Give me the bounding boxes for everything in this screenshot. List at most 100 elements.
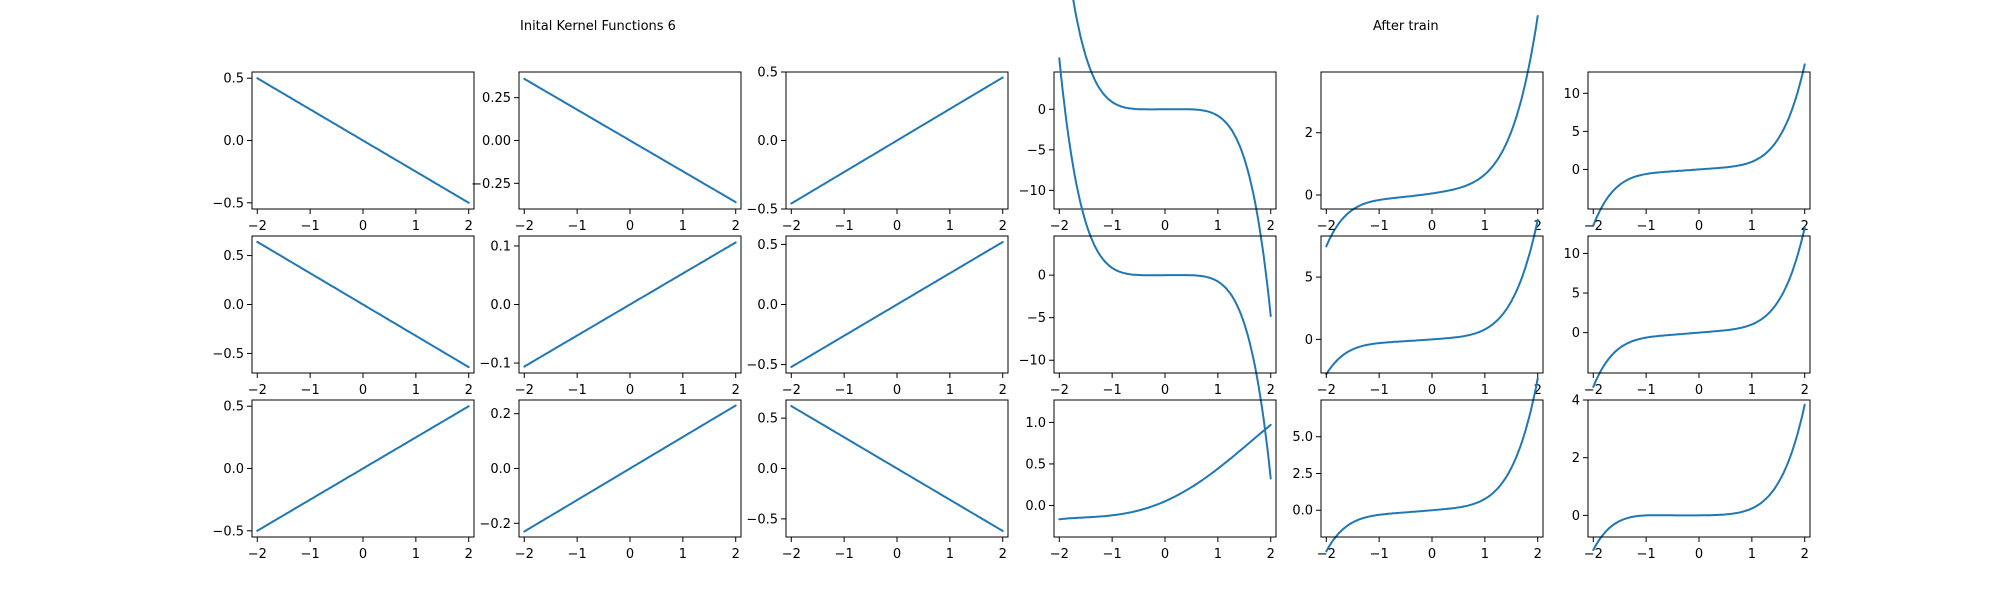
x-tick-label: −2 bbox=[1317, 219, 1336, 234]
y-tick-label: 0.0 bbox=[223, 134, 244, 149]
subplot-1-5: −2 −1 0 1 2 0 5 10 bbox=[1563, 226, 1811, 398]
x-tick-label: 2 bbox=[1801, 547, 1809, 562]
x-tick-label: −2 bbox=[515, 547, 534, 562]
subplot-2-5: −2 −1 0 1 2 0 2 4 bbox=[1572, 394, 1811, 562]
y-tick-label: 10 bbox=[1563, 247, 1580, 262]
x-tick-label: 2 bbox=[1267, 383, 1275, 398]
x-tick-label: −1 bbox=[301, 547, 320, 562]
y-tick-label: 0.1 bbox=[490, 239, 511, 254]
x-tick-label: −2 bbox=[1317, 383, 1336, 398]
y-tick-label: −0.5 bbox=[212, 524, 244, 539]
x-tick-label: 0 bbox=[359, 219, 367, 234]
y-tick-label: 4 bbox=[1572, 394, 1580, 409]
x-tick-label: 1 bbox=[679, 383, 687, 398]
axes-frame bbox=[1053, 235, 1277, 374]
x-tick-label: 0 bbox=[893, 383, 901, 398]
y-tick-label: −0.25 bbox=[471, 177, 511, 192]
x-tick-label: −1 bbox=[1370, 219, 1389, 234]
y-tick-label: 5.0 bbox=[1292, 430, 1313, 445]
x-tick-label: 2 bbox=[1801, 219, 1809, 234]
series-line bbox=[1072, 0, 1272, 317]
x-tick-label: 2 bbox=[732, 383, 740, 398]
y-tick-label: 0.0 bbox=[490, 298, 511, 313]
y-tick-label: 0.0 bbox=[757, 462, 778, 477]
series-line bbox=[256, 77, 470, 204]
x-tick-label: −2 bbox=[1050, 219, 1069, 234]
x-tick-label: 1 bbox=[1214, 547, 1222, 562]
y-tick-label: 0.0 bbox=[1292, 504, 1313, 519]
x-tick-label: −1 bbox=[1637, 219, 1656, 234]
series-line bbox=[1325, 218, 1539, 376]
x-tick-label: 0 bbox=[1161, 383, 1169, 398]
x-tick-label: 1 bbox=[412, 383, 420, 398]
x-tick-label: 0 bbox=[1428, 383, 1436, 398]
subplot-0-4: −2 −1 0 1 2 0 2 bbox=[1305, 15, 1544, 248]
x-tick-label: −2 bbox=[1050, 383, 1069, 398]
x-tick-label: 2 bbox=[732, 547, 740, 562]
x-tick-label: −1 bbox=[301, 219, 320, 234]
y-tick-label: 5 bbox=[1305, 271, 1313, 286]
y-tick-label: −5 bbox=[1027, 143, 1046, 158]
x-tick-label: 1 bbox=[1481, 547, 1489, 562]
subplot-0-0: −2 −1 0 1 2 −0.5 0.0 0.5 bbox=[212, 71, 475, 234]
x-tick-label: 2 bbox=[999, 383, 1007, 398]
x-tick-label: 1 bbox=[946, 383, 954, 398]
x-tick-label: 1 bbox=[946, 219, 954, 234]
series-line bbox=[256, 240, 470, 369]
x-tick-label: −2 bbox=[248, 219, 267, 234]
x-tick-label: 0 bbox=[626, 383, 634, 398]
x-tick-label: −1 bbox=[1103, 219, 1122, 234]
y-tick-label: 5 bbox=[1572, 287, 1580, 302]
x-tick-label: 2 bbox=[1534, 547, 1542, 562]
x-tick-label: 2 bbox=[1267, 547, 1275, 562]
x-tick-label: −1 bbox=[568, 547, 587, 562]
x-tick-label: −1 bbox=[835, 219, 854, 234]
subplot-0-2: −2 −1 0 1 2 −0.5 0.0 0.5 bbox=[746, 66, 1009, 234]
x-tick-label: −1 bbox=[835, 547, 854, 562]
x-tick-label: 2 bbox=[1267, 219, 1275, 234]
x-tick-label: 0 bbox=[1695, 547, 1703, 562]
x-tick-label: 0 bbox=[359, 547, 367, 562]
subplot-2-0: −2 −1 0 1 2 −0.5 0.0 0.5 bbox=[212, 399, 475, 562]
x-tick-label: 0 bbox=[1161, 219, 1169, 234]
y-tick-label: −0.5 bbox=[746, 358, 778, 373]
y-tick-label: 0 bbox=[1572, 163, 1580, 178]
y-tick-label: 0.5 bbox=[223, 249, 244, 264]
y-tick-label: 0 bbox=[1038, 103, 1046, 118]
x-tick-label: 1 bbox=[412, 547, 420, 562]
series-line bbox=[790, 241, 1004, 368]
series-line bbox=[1592, 63, 1806, 227]
y-tick-label: 0.5 bbox=[1025, 457, 1046, 472]
y-tick-label: 0.0 bbox=[757, 134, 778, 149]
subplot-grid: −2 −1 0 1 2−0.50.00.5−2 −1 0 1 2−0.250.000.25−2−… bbox=[212, 0, 1811, 562]
x-tick-label: 2 bbox=[1534, 219, 1542, 234]
x-tick-label: 0 bbox=[359, 383, 367, 398]
y-tick-label: −0.2 bbox=[479, 517, 511, 532]
y-tick-label: 2 bbox=[1305, 126, 1313, 141]
y-tick-label: −10 bbox=[1019, 354, 1046, 369]
subplot-0-3: −2 −1 0 1 2−10−50 bbox=[1019, 0, 1277, 317]
x-tick-label: 0 bbox=[1695, 383, 1703, 398]
x-tick-label: 0 bbox=[893, 219, 901, 234]
subplot-2-2: −2 −1 0 1 2 −0.5 0.0 0.5 bbox=[746, 399, 1009, 562]
x-tick-label: 1 bbox=[679, 547, 687, 562]
axes-frame bbox=[1587, 399, 1811, 538]
y-tick-label: 0.0 bbox=[1025, 499, 1046, 514]
y-tick-label: 1.0 bbox=[1025, 416, 1046, 431]
series-line bbox=[1592, 226, 1806, 388]
y-tick-label: 2 bbox=[1572, 451, 1580, 466]
left-title: Inital Kernel Functions 6 bbox=[520, 19, 676, 34]
x-tick-label: −1 bbox=[1370, 547, 1389, 562]
subplot-1-1: −2 −1 0 1 2 −0.1 0.0 0.1 bbox=[479, 235, 742, 398]
subplot-1-2: −2 −1 0 1 2 −0.5 0.0 0.5 bbox=[746, 235, 1009, 398]
x-tick-label: 0 bbox=[893, 547, 901, 562]
x-tick-label: −2 bbox=[1584, 219, 1603, 234]
y-tick-label: 10 bbox=[1563, 87, 1580, 102]
x-tick-label: 0 bbox=[626, 219, 634, 234]
x-tick-label: −2 bbox=[1584, 383, 1603, 398]
x-tick-label: −2 bbox=[515, 219, 534, 234]
series-line bbox=[1058, 57, 1272, 480]
x-tick-label: −2 bbox=[1584, 547, 1603, 562]
y-tick-label: 0.5 bbox=[757, 66, 778, 81]
y-tick-label: 0.0 bbox=[223, 462, 244, 477]
